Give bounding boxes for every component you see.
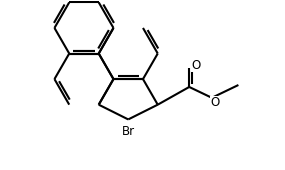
- Text: Br: Br: [122, 125, 135, 138]
- Text: O: O: [210, 96, 219, 109]
- Text: O: O: [192, 59, 201, 72]
